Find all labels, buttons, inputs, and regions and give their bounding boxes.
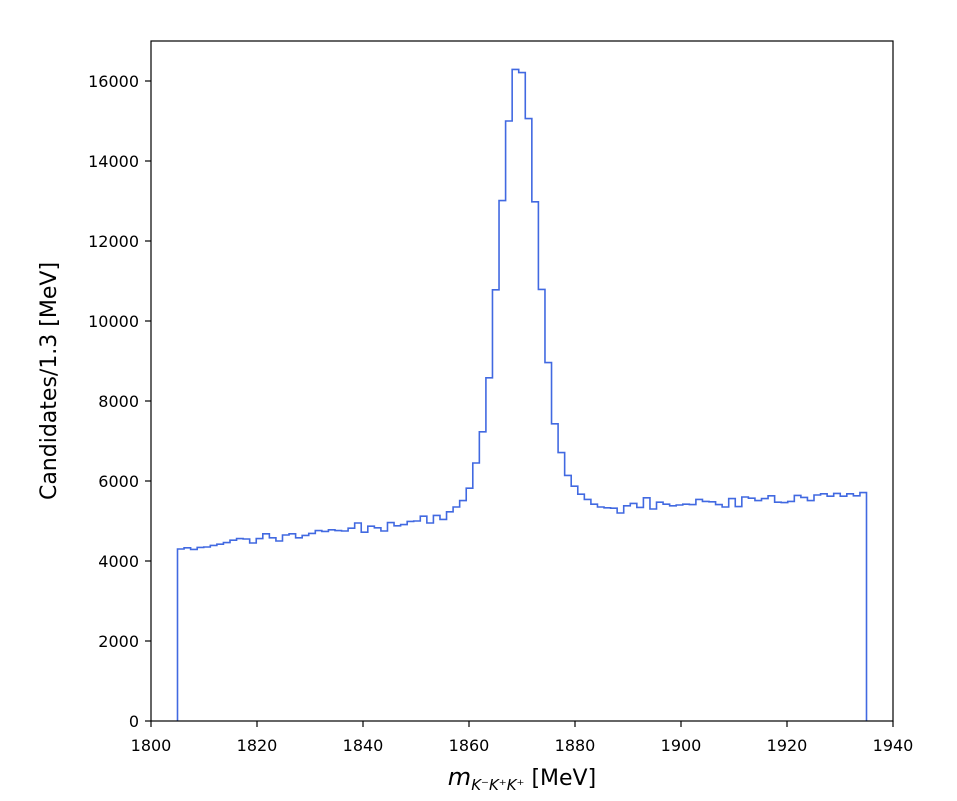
y-tick-label: 0 [129,712,139,731]
y-tick-label: 8000 [98,392,139,411]
x-tick-label: 1900 [661,736,702,755]
y-axis-label: Candidates/1.3 [MeV] [37,262,62,500]
x-axis-label-subscript: K⁻K⁺K⁺ [471,776,524,794]
y-tick-label: 2000 [98,632,139,651]
x-axis-label-unit: [MeV] [524,766,596,791]
y-tick-label: 10000 [88,312,139,331]
x-axis: 1800 1820 1840 1860 1880 1900 1920 1940 [131,721,914,755]
x-tick-label: 1800 [131,736,172,755]
x-axis-label-base: m [448,763,471,791]
x-tick-label: 1920 [767,736,808,755]
x-tick-label: 1940 [873,736,914,755]
x-tick-label: 1860 [449,736,490,755]
y-tick-label: 16000 [88,72,139,91]
y-tick-label: 4000 [98,552,139,571]
y-tick-label: 6000 [98,472,139,491]
plot-area [150,40,894,722]
histogram-series [176,68,868,721]
x-tick-label: 1820 [237,736,278,755]
x-axis-label: mK⁻K⁺K⁺ [MeV] [448,763,596,794]
y-axis: 0 2000 4000 6000 8000 10000 12000 14000 16000 [88,72,151,731]
x-tick-label: 1840 [343,736,384,755]
x-tick-label: 1880 [555,736,596,755]
y-tick-label: 14000 [88,152,139,171]
plot-frame [150,40,894,722]
y-tick-label: 12000 [88,232,139,251]
